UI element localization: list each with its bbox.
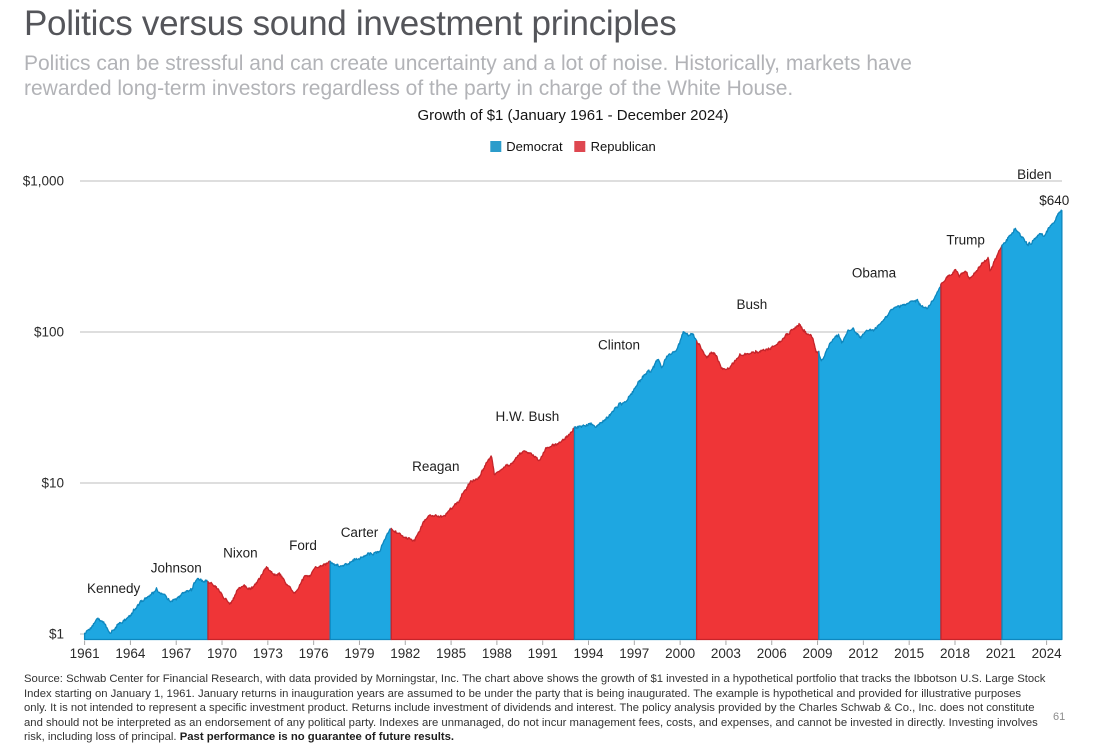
x-tick-label-1979: 1979 [344,646,374,661]
x-tick-label-2000: 2000 [665,646,695,661]
president-label-reagan: Reagan [412,459,459,474]
president-label-bush: Bush [737,297,768,312]
x-tick-label-1991: 1991 [528,646,558,661]
area-segments [83,209,1063,641]
x-tick-label-1976: 1976 [299,646,329,661]
democrat-swatch-icon [490,141,502,152]
president-label-clinton: Clinton [598,338,640,353]
page-subtitle-line-2: rewarded long-term investors regardless … [24,77,794,100]
x-tick-label-2012: 2012 [848,646,878,661]
page-title: Politics versus sound investment princip… [24,4,677,43]
president-label-johnson: Johnson [151,560,202,575]
president-label-h-w-bush: H.W. Bush [496,409,560,424]
area-segment-7-republican [940,244,1003,641]
x-tick-label-2003: 2003 [711,646,741,661]
page-subtitle: Politics can be stressful and can create… [24,51,1084,101]
x-tick-label-2024: 2024 [1032,646,1063,661]
x-tick-label-1994: 1994 [573,646,604,661]
area-segment-8-democrat [1001,209,1063,641]
x-tick-label-1970: 1970 [207,646,237,661]
source-footnote: Source: Schwab Center for Financial Rese… [24,672,1046,745]
president-label-biden: Biden [1017,167,1052,182]
area-segment-3-republican [390,426,576,641]
president-label-carter: Carter [341,525,379,540]
chart-legend: Democrat Republican [490,139,656,154]
final-value-label: $640 [1039,193,1069,208]
president-label-trump: Trump [946,232,985,247]
x-tick-label-1988: 1988 [482,646,512,661]
y-tick-label-1-000: $1,000 [23,174,64,189]
president-label-kennedy: Kennedy [87,581,141,596]
source-footnote-text: Source: Schwab Center for Financial Rese… [24,673,1046,744]
legend-item-democrat: Democrat [490,139,563,154]
x-tick-label-2009: 2009 [803,646,833,661]
y-tick-label-1: $1 [49,627,64,642]
president-label-nixon: Nixon [223,545,258,560]
x-tick-label-2021: 2021 [986,646,1016,661]
president-label-obama: Obama [852,265,897,280]
legend-item-republican: Republican [574,139,656,154]
president-annotations: Kennedy Johnson Nixon Ford Carter Reagan H.W. … [87,167,1069,596]
area-segment-5-republican [695,322,820,641]
x-tick-label-1964: 1964 [115,646,146,661]
x-tick-label-1973: 1973 [253,646,283,661]
legend-label-republican: Republican [590,139,656,154]
area-segment-4-democrat [573,331,698,641]
x-tick-label-2006: 2006 [757,646,787,661]
legend-label-democrat: Democrat [506,139,563,154]
area-segment-6-democrat [818,283,942,641]
x-tick-label-2018: 2018 [940,646,970,661]
chart-title: Growth of $1 (January 1961 - December 20… [417,107,729,124]
axis-labels: $1 $10 $100 $1,000 1961 1964 1967 1970 1973 1976 1… [23,174,1062,662]
x-tick-label-1961: 1961 [70,646,100,661]
x-tick-label-1967: 1967 [161,646,191,661]
page-subtitle-line-1: Politics can be stressful and can create… [24,52,912,75]
page-number: 61 [1053,711,1066,723]
x-tick-label-1997: 1997 [619,646,649,661]
source-footnote-bold-text: Past performance is no guarantee of futu… [179,731,455,744]
y-tick-label-10: $10 [41,476,64,491]
x-tick-label-1985: 1985 [436,646,466,661]
area-segment-2-democrat [329,527,392,641]
x-tick-label-1982: 1982 [390,646,420,661]
y-tick-label-100: $100 [34,325,64,340]
republican-swatch-icon [574,141,586,152]
president-label-ford: Ford [289,538,317,553]
x-tick-label-2015: 2015 [894,646,924,661]
area-segment-1-republican [207,560,331,641]
area-segment-0-democrat [83,577,209,641]
